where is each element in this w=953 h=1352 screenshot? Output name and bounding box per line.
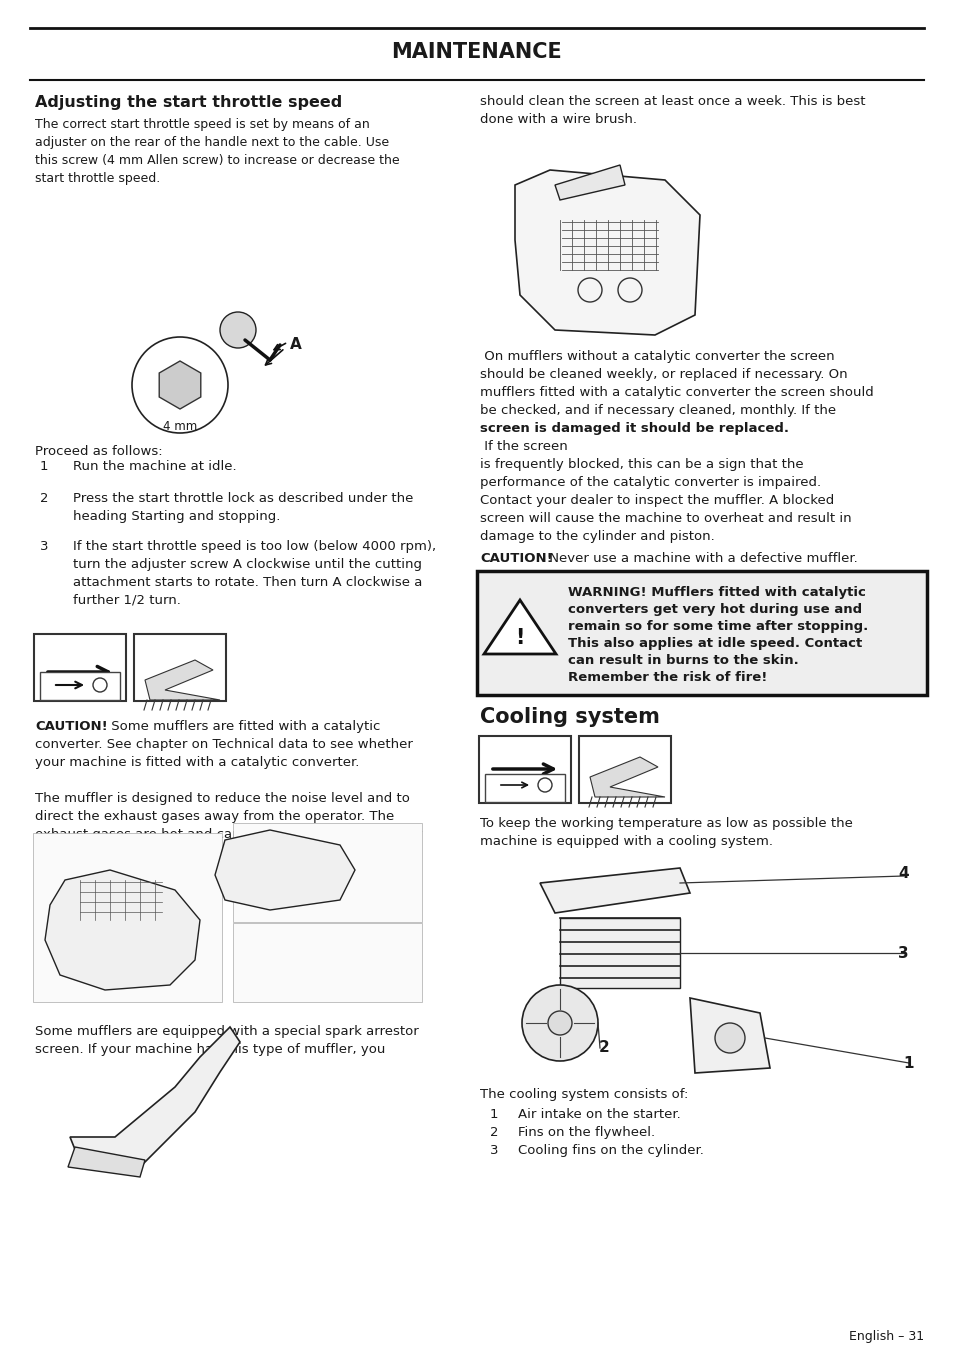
FancyBboxPatch shape — [578, 735, 670, 803]
FancyBboxPatch shape — [484, 773, 564, 802]
Text: Air intake on the starter.: Air intake on the starter. — [517, 1109, 680, 1121]
Text: On mufflers without a catalytic converter the screen: On mufflers without a catalytic converte… — [479, 350, 834, 362]
Text: material.: material. — [35, 864, 94, 877]
Text: should be cleaned weekly, or replaced if necessary. On: should be cleaned weekly, or replaced if… — [479, 368, 846, 381]
Text: CAUTION!: CAUTION! — [479, 552, 552, 565]
Text: 1: 1 — [490, 1109, 498, 1121]
Text: start throttle speed.: start throttle speed. — [35, 172, 160, 185]
Text: 3: 3 — [490, 1144, 498, 1157]
Text: Press the start throttle lock as described under the: Press the start throttle lock as describ… — [73, 492, 413, 506]
Text: Muffler: Muffler — [35, 638, 120, 658]
Polygon shape — [68, 1146, 145, 1178]
Text: The cooling system consists of:: The cooling system consists of: — [479, 1088, 688, 1101]
FancyBboxPatch shape — [559, 918, 679, 988]
Polygon shape — [539, 868, 689, 913]
Text: If the screen: If the screen — [479, 439, 567, 453]
Text: turn the adjuster screw A clockwise until the cutting: turn the adjuster screw A clockwise unti… — [73, 558, 421, 571]
Text: Some mufflers are equipped with a special spark arrestor: Some mufflers are equipped with a specia… — [35, 1025, 418, 1038]
Text: adjuster on the rear of the handle next to the cable. Use: adjuster on the rear of the handle next … — [35, 137, 389, 149]
Text: The correct start throttle speed is set by means of an: The correct start throttle speed is set … — [35, 118, 370, 131]
Text: 2: 2 — [598, 1041, 609, 1056]
Text: Proceed as follows:: Proceed as follows: — [35, 445, 162, 458]
Text: damage to the cylinder and piston.: damage to the cylinder and piston. — [479, 530, 714, 544]
FancyBboxPatch shape — [476, 571, 926, 695]
Text: Cooling fins on the cylinder.: Cooling fins on the cylinder. — [517, 1144, 703, 1157]
Text: further 1/2 turn.: further 1/2 turn. — [73, 594, 181, 607]
Polygon shape — [483, 600, 556, 654]
Text: WARNING! Mufflers fitted with catalytic: WARNING! Mufflers fitted with catalytic — [567, 585, 865, 599]
Text: performance of the catalytic converter is impaired.: performance of the catalytic converter i… — [479, 476, 821, 489]
Text: 2: 2 — [490, 1126, 498, 1138]
Polygon shape — [555, 165, 624, 200]
Text: CAUTION!: CAUTION! — [35, 721, 108, 733]
FancyBboxPatch shape — [40, 672, 120, 700]
Text: attachment starts to rotate. Then turn A clockwise a: attachment starts to rotate. Then turn A… — [73, 576, 422, 589]
Circle shape — [220, 312, 255, 347]
Text: Contact your dealer to inspect the muffler. A blocked: Contact your dealer to inspect the muffl… — [479, 493, 833, 507]
Polygon shape — [214, 830, 355, 910]
Text: This also applies at idle speed. Contact: This also applies at idle speed. Contact — [567, 637, 862, 650]
Circle shape — [547, 1011, 572, 1036]
Text: can result in burns to the skin.: can result in burns to the skin. — [567, 654, 798, 667]
Text: Run the machine at idle.: Run the machine at idle. — [73, 460, 236, 473]
Text: should clean the screen at least once a week. This is best: should clean the screen at least once a … — [479, 95, 864, 108]
Text: The muffler is designed to reduce the noise level and to: The muffler is designed to reduce the no… — [35, 792, 410, 804]
Text: exhaust gases are hot and can contain sparks, which may: exhaust gases are hot and can contain sp… — [35, 827, 422, 841]
Text: 3: 3 — [40, 539, 49, 553]
Polygon shape — [689, 998, 769, 1073]
Text: converter. See chapter on Technical data to see whether: converter. See chapter on Technical data… — [35, 738, 413, 750]
FancyBboxPatch shape — [233, 823, 421, 922]
Text: MAINTENANCE: MAINTENANCE — [392, 42, 561, 62]
Polygon shape — [589, 757, 664, 796]
Text: converters get very hot during use and: converters get very hot during use and — [567, 603, 862, 617]
Text: Never use a machine with a defective muffler.: Never use a machine with a defective muf… — [544, 552, 857, 565]
Text: 1: 1 — [40, 460, 49, 473]
Text: be checked, and if necessary cleaned, monthly. ​If the: be checked, and if necessary cleaned, mo… — [479, 404, 835, 416]
Text: done with a wire brush.: done with a wire brush. — [479, 114, 637, 126]
Circle shape — [521, 986, 598, 1061]
Text: is frequently blocked, this can be a sign that the: is frequently blocked, this can be a sig… — [479, 458, 802, 470]
Text: cause fire if directed against dry and combustible: cause fire if directed against dry and c… — [35, 846, 367, 859]
Text: A: A — [290, 338, 301, 353]
Text: screen. If your machine has this type of muffler, you: screen. If your machine has this type of… — [35, 1042, 385, 1056]
FancyBboxPatch shape — [34, 634, 126, 700]
FancyBboxPatch shape — [133, 634, 226, 700]
Text: Adjusting the start throttle speed: Adjusting the start throttle speed — [35, 95, 342, 110]
Text: 2: 2 — [40, 492, 49, 506]
Text: mufflers fitted with a catalytic converter the screen should: mufflers fitted with a catalytic convert… — [479, 387, 873, 399]
Text: screen will cause the machine to overheat and result in: screen will cause the machine to overhea… — [479, 512, 851, 525]
Text: Fins on the flywheel.: Fins on the flywheel. — [517, 1126, 655, 1138]
Text: remain so for some time after stopping.: remain so for some time after stopping. — [567, 621, 867, 633]
Text: screen is damaged it should be replaced.: screen is damaged it should be replaced. — [479, 422, 788, 435]
Polygon shape — [70, 1028, 240, 1167]
Circle shape — [714, 1023, 744, 1053]
Text: 4: 4 — [898, 865, 908, 880]
Text: direct the exhaust gases away from the operator. The: direct the exhaust gases away from the o… — [35, 810, 394, 823]
Text: 4 mm: 4 mm — [163, 420, 197, 433]
Text: To keep the working temperature as low as possible the: To keep the working temperature as low a… — [479, 817, 852, 830]
Text: !: ! — [515, 627, 524, 648]
Text: machine is equipped with a cooling system.: machine is equipped with a cooling syste… — [479, 836, 772, 848]
Text: Remember the risk of fire!: Remember the risk of fire! — [567, 671, 766, 684]
Polygon shape — [515, 170, 700, 335]
Text: heading Starting and stopping.: heading Starting and stopping. — [73, 510, 280, 523]
FancyBboxPatch shape — [478, 735, 571, 803]
Text: 1: 1 — [902, 1056, 913, 1071]
Text: this screw (4 mm Allen screw) to increase or decrease the: this screw (4 mm Allen screw) to increas… — [35, 154, 399, 168]
Polygon shape — [145, 660, 220, 700]
Text: your machine is fitted with a catalytic converter.: your machine is fitted with a catalytic … — [35, 756, 359, 769]
Text: Some mufflers are fitted with a catalytic: Some mufflers are fitted with a catalyti… — [107, 721, 380, 733]
Polygon shape — [159, 361, 200, 410]
Text: 3: 3 — [898, 945, 908, 960]
Text: English – 31: English – 31 — [848, 1330, 923, 1343]
Text: Cooling system: Cooling system — [479, 707, 659, 727]
Text: If the start throttle speed is too low (below 4000 rpm),: If the start throttle speed is too low (… — [73, 539, 436, 553]
Polygon shape — [45, 869, 200, 990]
FancyBboxPatch shape — [33, 833, 222, 1002]
FancyBboxPatch shape — [233, 923, 421, 1002]
Circle shape — [132, 337, 228, 433]
